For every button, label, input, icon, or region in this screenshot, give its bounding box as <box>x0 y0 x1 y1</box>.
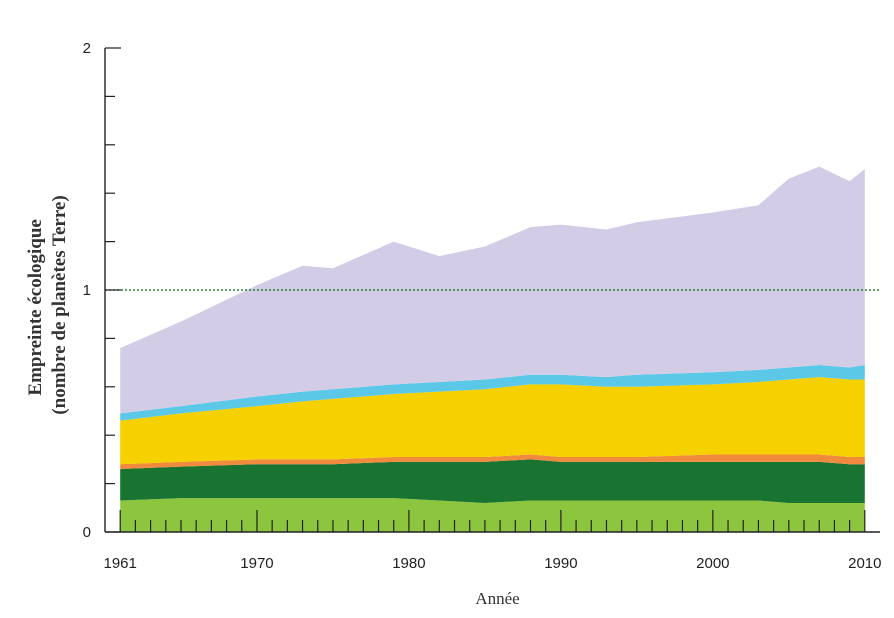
area-series-4 <box>120 377 865 465</box>
x-tick-label: 1980 <box>392 555 425 572</box>
area-series-3 <box>120 454 865 470</box>
x-axis-title: Année <box>475 589 519 608</box>
y-axis-title-line-1: Empreinte écologique <box>25 219 46 395</box>
y-tick-label: 0 <box>83 524 91 541</box>
area-series-6 <box>120 166 865 414</box>
area-series-1 <box>120 498 865 532</box>
x-tick-label: 2000 <box>696 555 729 572</box>
y-tick-label: 2 <box>83 40 91 57</box>
area-series-5 <box>120 365 865 421</box>
x-axis-ticks: 1961 1970 1980 1990 2000 2010 <box>104 510 881 572</box>
y-axis-title-line-2: (nombre de planètes Terre) <box>49 195 70 414</box>
y-axis-title: Empreinte écologique (nombre de planètes… <box>25 195 70 414</box>
area-series-2 <box>120 459 865 503</box>
y-axis-ticks: 0 1 2 <box>83 40 121 541</box>
x-tick-label: 1970 <box>240 555 273 572</box>
x-tick-label: 1990 <box>544 555 577 572</box>
x-tick-label: 1961 <box>104 555 137 572</box>
stacked-areas <box>120 166 865 532</box>
y-tick-label: 1 <box>83 282 91 299</box>
x-tick-label: 2010 <box>848 555 881 572</box>
